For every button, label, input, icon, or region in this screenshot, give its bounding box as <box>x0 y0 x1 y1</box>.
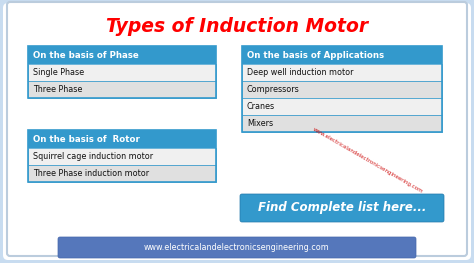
Text: Types of Induction Motor: Types of Induction Motor <box>106 17 368 36</box>
Text: Squirrel cage induction motor: Squirrel cage induction motor <box>33 152 153 161</box>
FancyBboxPatch shape <box>242 115 442 132</box>
Text: Cranes: Cranes <box>247 102 275 111</box>
FancyBboxPatch shape <box>240 194 444 222</box>
FancyBboxPatch shape <box>28 46 216 64</box>
Text: Single Phase: Single Phase <box>33 68 84 77</box>
FancyBboxPatch shape <box>58 237 416 258</box>
FancyBboxPatch shape <box>28 165 216 182</box>
Text: On the basis of Phase: On the basis of Phase <box>33 50 139 59</box>
Text: www.electricalandelectronicsengineering.com: www.electricalandelectronicsengineering.… <box>144 243 330 252</box>
FancyBboxPatch shape <box>28 148 216 165</box>
Text: Deep well induction motor: Deep well induction motor <box>247 68 354 77</box>
FancyBboxPatch shape <box>7 2 467 256</box>
FancyBboxPatch shape <box>28 130 216 148</box>
Text: On the basis of  Rotor: On the basis of Rotor <box>33 134 140 144</box>
Text: On the basis of Applications: On the basis of Applications <box>247 50 384 59</box>
FancyBboxPatch shape <box>28 64 216 81</box>
FancyBboxPatch shape <box>242 98 442 115</box>
Text: Three Phase: Three Phase <box>33 85 82 94</box>
Text: Compressors: Compressors <box>247 85 300 94</box>
FancyBboxPatch shape <box>242 64 442 81</box>
Text: Three Phase induction motor: Three Phase induction motor <box>33 169 149 178</box>
Text: Mixers: Mixers <box>247 119 273 128</box>
Text: www.electricalandelectronicsengineering.com: www.electricalandelectronicsengineering.… <box>312 126 424 194</box>
Text: Find Complete list here...: Find Complete list here... <box>258 201 426 215</box>
FancyBboxPatch shape <box>3 3 471 260</box>
FancyBboxPatch shape <box>28 81 216 98</box>
FancyBboxPatch shape <box>242 46 442 64</box>
FancyBboxPatch shape <box>242 81 442 98</box>
